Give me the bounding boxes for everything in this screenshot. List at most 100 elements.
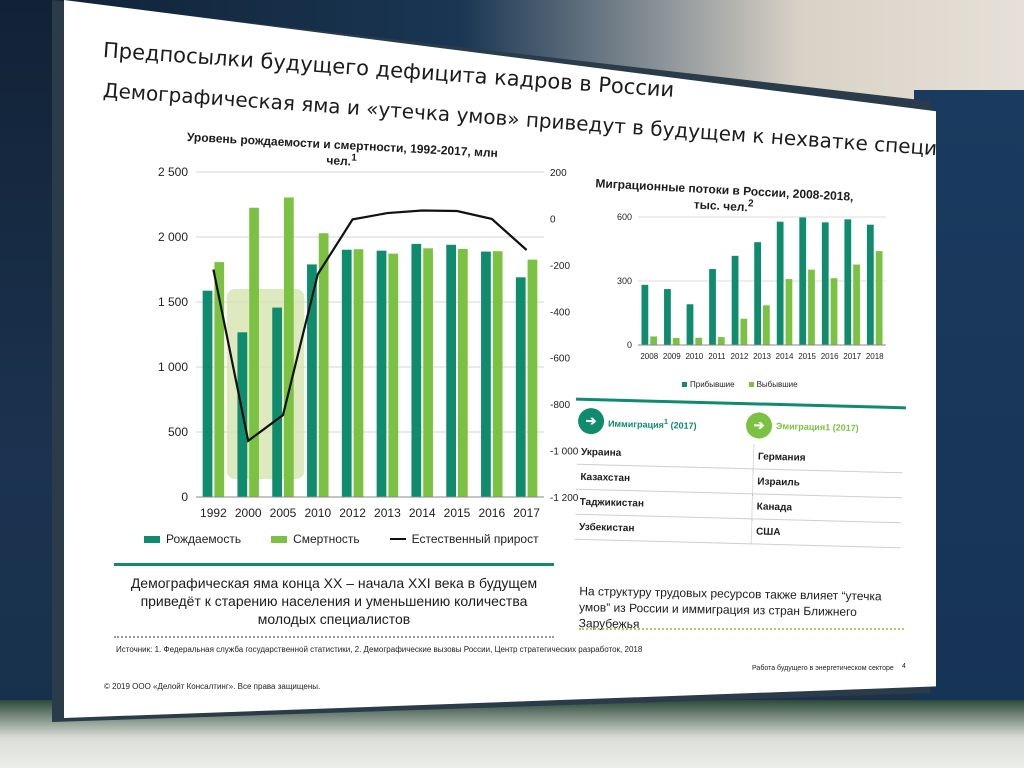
bar-arrived <box>799 217 807 345</box>
bar-deaths <box>458 248 468 497</box>
emigration-header: ➔ Эмиграция1 (2017) <box>745 412 859 441</box>
legend-swatch-deaths <box>271 535 288 543</box>
bar-departed <box>830 278 838 345</box>
emigration-country: США <box>751 518 902 548</box>
x-tick-label: 2014 <box>409 506 436 520</box>
bar-arrived <box>686 304 694 345</box>
x-tick-label: 1992 <box>200 506 227 520</box>
y-tick-label: 1 500 <box>158 295 188 309</box>
x-tick-label: 2012 <box>339 506 366 520</box>
bar-departed <box>672 337 680 345</box>
x-tick-label: 2014 <box>776 352 794 361</box>
immigration-header: ➔ Иммиграция1 (2017) <box>577 407 697 437</box>
y2-tick-label: -400 <box>550 307 570 318</box>
bar-births <box>411 243 422 497</box>
bar-births <box>202 290 213 497</box>
migration-chart-axes: 0 300 600 2008 2009 2010 2011 2012 2013 2014 2015 2… <box>617 212 886 361</box>
y2-tick-label: 0 <box>550 214 556 225</box>
x-tick-label: 2010 <box>685 352 703 361</box>
bar-arrived <box>776 221 784 345</box>
legend-label-arrived: Прибывшие <box>690 380 735 389</box>
bar-deaths <box>388 253 399 497</box>
left-divider <box>114 563 554 566</box>
bar-arrived <box>754 242 761 345</box>
birth-death-chart-axes: 0 500 1 000 1 500 2 000 2 500 -1 200 -1 000 -800… <box>158 165 579 520</box>
birth-death-chart-line <box>212 209 528 443</box>
bar-arrived <box>866 224 874 345</box>
bar-deaths <box>318 233 329 497</box>
y2-tick-label: -800 <box>550 400 570 411</box>
bar-deaths <box>284 197 294 498</box>
y2-tick-label: -1 200 <box>550 493 579 504</box>
legend-item-departed: Выбывшие <box>748 380 798 389</box>
bar-births <box>481 251 491 497</box>
emigration-icon: ➔ <box>745 412 773 439</box>
y-tick-label: 300 <box>617 276 632 286</box>
x-tick-label: 2016 <box>478 506 505 520</box>
legend-swatch-natural-growth <box>389 538 406 540</box>
birth-death-chart: 0 500 1 000 1 500 2 000 2 500 -1 200 -1 000 -800… <box>158 165 579 520</box>
bar-births <box>515 277 526 497</box>
y2-tick-label: -1 000 <box>550 447 579 458</box>
bar-arrived <box>844 219 852 345</box>
x-tick-label: 2015 <box>444 506 471 520</box>
bar-departed <box>808 269 815 345</box>
bar-departed <box>853 264 860 345</box>
x-tick-label: 2000 <box>235 506 262 520</box>
legend-label-deaths: Смертность <box>293 532 360 546</box>
bar-arrived <box>641 284 649 345</box>
bar-births <box>376 250 387 497</box>
bar-births <box>307 264 317 497</box>
bar-departed <box>763 305 770 345</box>
birth-death-chart-legend: Рождаемость Смертность Естественный прир… <box>144 532 539 546</box>
y-tick-label: 0 <box>627 340 632 350</box>
legend-item-natural-growth: Естественный прирост <box>389 532 539 546</box>
bar-deaths <box>249 207 259 497</box>
y-tick-label: 2 000 <box>158 230 188 244</box>
migration-table-body: Украина Германия Казахстан Израиль Таджикист… <box>574 439 904 548</box>
x-tick-label: 2016 <box>821 352 839 361</box>
x-tick-label: 2009 <box>663 352 681 361</box>
y-tick-label: 1 000 <box>158 360 188 374</box>
x-tick-label: 2011 <box>708 352 726 361</box>
x-tick-label: 2017 <box>513 506 540 520</box>
y-tick-label: 600 <box>617 212 632 222</box>
legend-item-arrived: Прибывшие <box>682 380 735 389</box>
bar-deaths <box>527 259 538 497</box>
bar-births <box>341 249 352 497</box>
legend-label-natural-growth: Естественный прирост <box>411 532 539 546</box>
footer-right-text: Работа будущего в энергетическом секторе <box>752 665 894 672</box>
bar-departed <box>717 337 725 345</box>
natural-growth-line <box>212 209 528 443</box>
migration-chart: 0 300 600 2008 2009 2010 2011 2012 2013 2014 2015 2… <box>617 212 886 361</box>
bar-departed <box>740 318 748 345</box>
bar-deaths <box>492 251 503 497</box>
immigration-icon: ➔ <box>577 407 605 435</box>
x-tick-label: 2005 <box>270 506 297 520</box>
right-dotted-divider <box>579 628 904 630</box>
bar-births <box>272 307 282 497</box>
migration-table: Украина Германия Казахстан Израиль Таджикист… <box>574 439 904 548</box>
legend-item-births: Рождаемость <box>144 532 241 546</box>
bar-departed <box>695 337 703 345</box>
birth-death-chart-bars <box>202 197 538 498</box>
bar-arrived <box>731 255 739 345</box>
presentation-slide: Предпосылки будущего дефицита кадров в Р… <box>64 0 936 718</box>
source-footnote: Источник: 1. Федеральная служба государс… <box>116 645 643 654</box>
legend-swatch-births <box>144 535 160 543</box>
bar-arrived <box>821 222 829 345</box>
bar-arrived <box>664 289 671 345</box>
y2-tick-label: -600 <box>550 354 570 365</box>
emigration-header-label: Эмиграция1 (2017) <box>775 420 859 434</box>
bar-departed <box>875 251 883 345</box>
bar-arrived <box>709 269 716 345</box>
immigration-header-sup: 1 <box>663 416 669 426</box>
immigration-header-label: Иммиграция1 (2017) <box>607 415 697 431</box>
immigration-header-text: Иммиграция <box>607 418 665 430</box>
emigration-country: Израиль <box>752 468 903 498</box>
y2-tick-label: -200 <box>550 261 570 272</box>
page-number: 4 <box>902 663 906 670</box>
x-tick-label: 2013 <box>374 506 401 520</box>
x-tick-label: 2010 <box>304 506 331 520</box>
emigration-country: Канада <box>751 493 902 523</box>
